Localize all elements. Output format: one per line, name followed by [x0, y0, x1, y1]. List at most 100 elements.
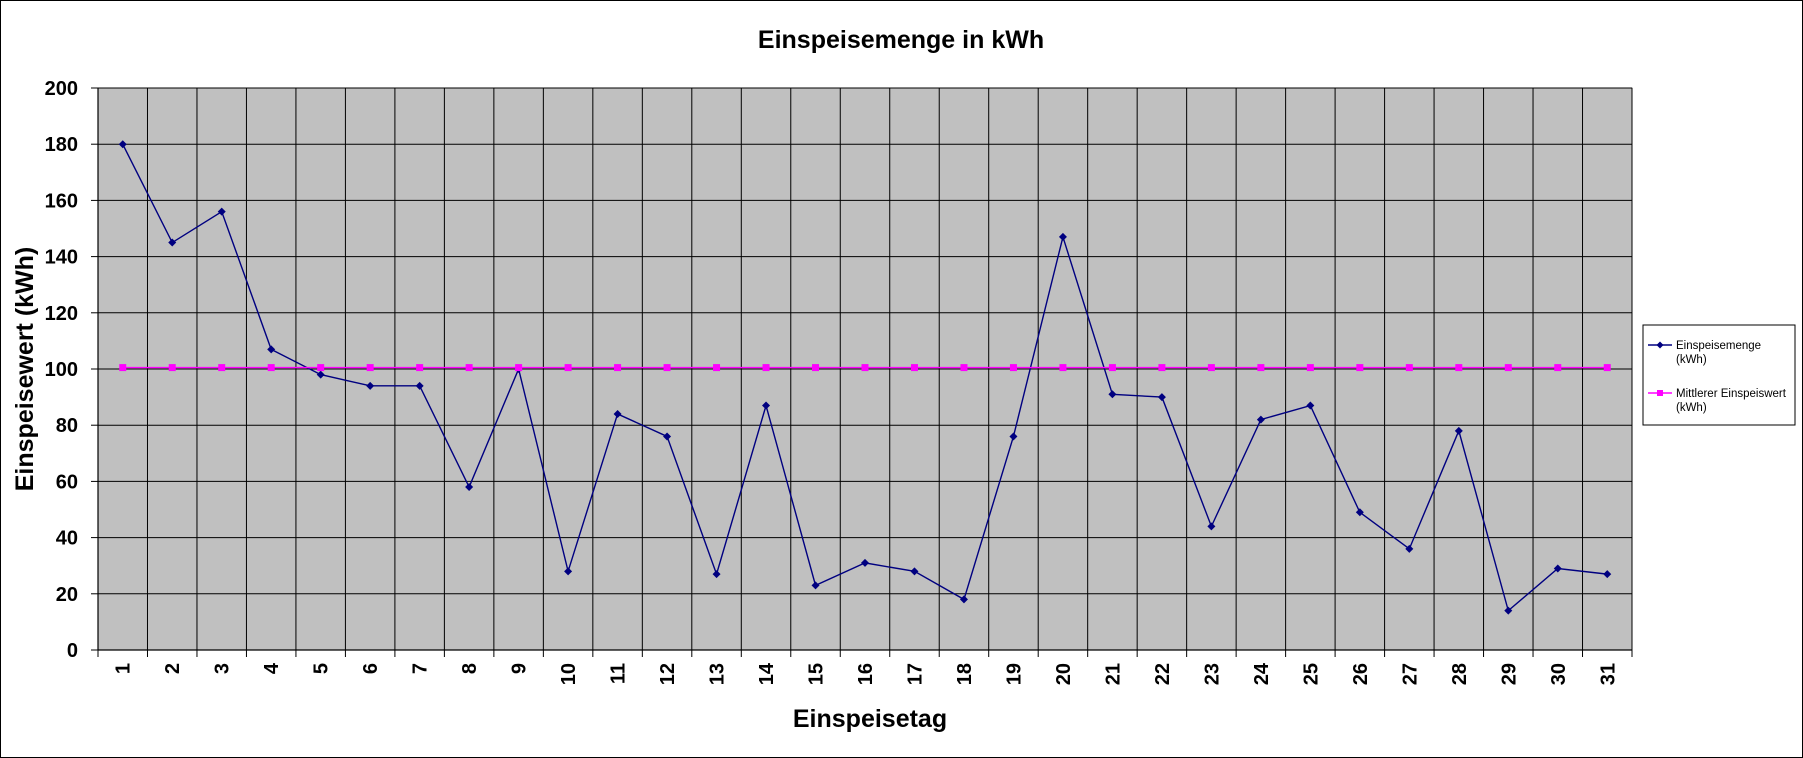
legend-1-label: (kWh) — [1676, 402, 1707, 414]
x-tick-label: 3 — [212, 663, 234, 674]
series-1-point — [317, 364, 325, 372]
x-tick-label: 1 — [113, 663, 135, 674]
x-tick-label: 7 — [410, 663, 432, 674]
series-1-point — [366, 364, 374, 372]
series-0-point — [415, 381, 424, 390]
y-tick-label: 60 — [56, 471, 78, 493]
y-tick-label: 120 — [45, 303, 78, 325]
x-tick-label: 13 — [707, 663, 729, 685]
x-tick-label: 18 — [954, 663, 976, 685]
series-1-point — [1158, 364, 1166, 372]
series-0-point — [564, 567, 573, 576]
x-tick-label: 21 — [1102, 663, 1124, 685]
series-1-point — [910, 364, 918, 372]
x-tick-label: 22 — [1152, 663, 1174, 685]
x-tick-label: 28 — [1449, 663, 1471, 685]
x-tick-label: 24 — [1251, 662, 1273, 685]
series-1-point — [960, 364, 968, 372]
y-tick-label: 40 — [56, 528, 78, 550]
series-0-point — [861, 558, 869, 567]
legend-0-label: Einspeisemenge — [1676, 340, 1761, 352]
series-1-point — [1405, 364, 1413, 372]
series-1-point — [1356, 364, 1364, 372]
legend-box — [1642, 324, 1796, 426]
x-tick-label: 5 — [311, 663, 333, 674]
series-1-point — [1504, 364, 1512, 372]
series-0-point — [1553, 564, 1562, 573]
series-0-point — [663, 432, 672, 441]
series-1-point — [762, 364, 770, 372]
x-tick-label: 15 — [806, 663, 828, 685]
series-1-point — [564, 364, 572, 372]
y-tick-label: 160 — [45, 190, 78, 212]
series-1-point — [1059, 364, 1067, 372]
series-0-point — [959, 595, 968, 604]
series-0-point — [168, 238, 177, 247]
x-tick-label: 8 — [459, 663, 481, 674]
y-axis-title: Einspeisewert (kWh) — [11, 247, 39, 492]
series-1-point — [168, 364, 176, 372]
x-tick-label: 4 — [261, 662, 283, 674]
series-layer — [118, 140, 1612, 615]
x-tick-label: 31 — [1597, 663, 1619, 685]
series-0-point — [811, 581, 820, 590]
x-tick-label: 19 — [1003, 663, 1025, 685]
series-0-point — [118, 140, 127, 149]
x-tick-label: 26 — [1350, 663, 1372, 685]
series-0-point — [712, 570, 721, 579]
series-0-point — [1405, 544, 1414, 553]
series-0-point — [217, 207, 226, 216]
legend-0-marker — [1656, 341, 1664, 349]
series-1-point — [1108, 364, 1116, 372]
series-1-point — [416, 364, 424, 372]
series-1-point — [465, 364, 473, 372]
series-1-point — [1455, 364, 1463, 372]
series-1-point — [614, 364, 622, 372]
x-axis-title: Einspeisetag — [793, 705, 947, 733]
series-0-point — [1504, 606, 1513, 615]
y-tick-label: 80 — [56, 415, 78, 437]
x-tick-label: 25 — [1300, 663, 1322, 685]
series-1-point — [1603, 364, 1611, 372]
series-0-point — [1157, 393, 1166, 402]
series-1-point — [861, 364, 869, 372]
series-0-point — [762, 401, 771, 410]
series-0-point — [1256, 415, 1265, 424]
series-0-point — [316, 370, 325, 379]
series-0-point — [1306, 401, 1315, 410]
series-0-point — [1207, 522, 1216, 531]
series-1-point — [713, 364, 721, 372]
series-1-point — [267, 364, 275, 372]
series-0-point — [613, 409, 622, 418]
grid-layer — [97, 87, 1633, 651]
legend-1-label: Mittlerer Einspeiswert — [1676, 388, 1787, 400]
series-0-point — [1058, 232, 1067, 241]
series-0-point — [267, 345, 276, 354]
series-1-point — [218, 364, 226, 372]
chart-title: Einspeisemenge in kWh — [758, 26, 1044, 54]
x-tick-label: 2 — [162, 663, 184, 674]
series-1-point — [1207, 364, 1215, 372]
series-1-point — [515, 364, 523, 372]
x-tick-label: 6 — [360, 663, 382, 674]
series-1-point — [1009, 364, 1017, 372]
legend-1-marker — [1657, 390, 1663, 396]
series-1-point — [119, 364, 127, 372]
series-0-point — [1454, 426, 1463, 435]
x-tick-label: 9 — [509, 663, 531, 674]
series-1-point — [1554, 364, 1562, 372]
x-tick-label: 16 — [855, 663, 877, 685]
series-0-point — [910, 567, 919, 576]
series-0-point — [1108, 390, 1117, 399]
x-tick-label: 30 — [1548, 663, 1570, 685]
legend-0-label: (kWh) — [1676, 354, 1707, 366]
y-tick-label: 200 — [45, 78, 78, 100]
x-tick-label: 11 — [608, 663, 630, 684]
series-0-point — [1009, 432, 1018, 441]
legend: Einspeisemenge (kWh) Mittlerer Einspeiswer… — [1642, 324, 1796, 426]
y-tick-label: 20 — [56, 584, 78, 606]
x-tick-label: 14 — [756, 662, 778, 685]
x-tick-label: 10 — [558, 663, 580, 685]
series-1-point — [1257, 364, 1265, 372]
